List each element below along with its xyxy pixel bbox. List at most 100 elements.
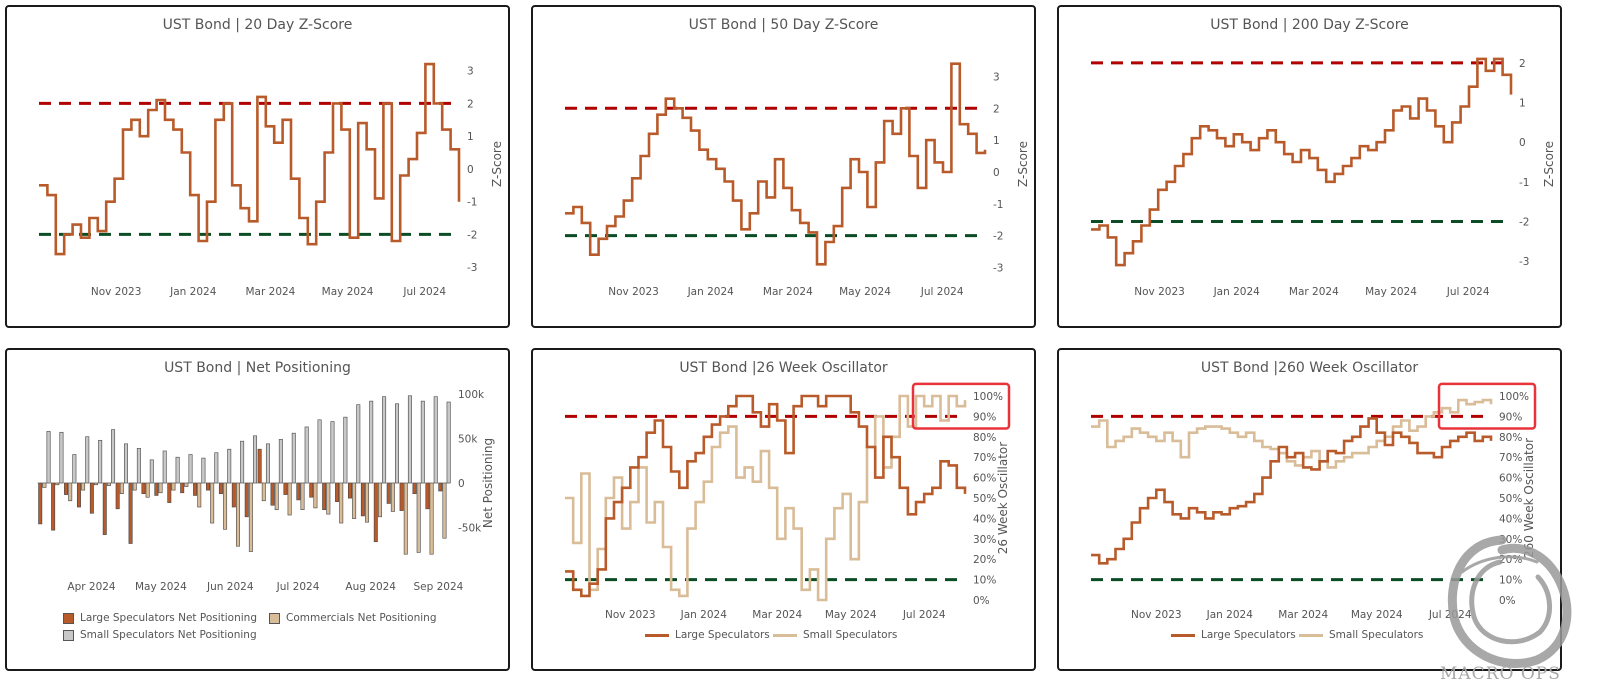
bar-large-speculators bbox=[360, 482, 365, 517]
x-tick-label: Mar 2024 bbox=[1278, 609, 1328, 621]
bar-large-speculators bbox=[296, 482, 301, 501]
y-tick-label: 90% bbox=[1499, 411, 1522, 423]
series-line-zscore bbox=[565, 62, 987, 266]
x-tick-label: Jan 2024 bbox=[687, 286, 735, 298]
y-tick-label: -1 bbox=[1519, 177, 1529, 189]
bar-large-speculators bbox=[154, 482, 159, 496]
x-tick-label: Jul 2024 bbox=[902, 609, 946, 621]
y-axis-title: Z-Score bbox=[490, 141, 504, 187]
bar-small-speculators bbox=[253, 435, 258, 484]
bar-commercials bbox=[106, 482, 111, 486]
macro-ops-logo bbox=[1447, 535, 1572, 668]
bar-small-speculators bbox=[446, 401, 451, 484]
bar-small-speculators bbox=[304, 426, 309, 484]
y-tick-label: 2 bbox=[1519, 58, 1526, 70]
bar-large-speculators bbox=[102, 482, 107, 535]
bar-commercials bbox=[119, 482, 124, 494]
bar-large-speculators bbox=[335, 482, 340, 502]
y-tick-label: 0 bbox=[993, 167, 1000, 179]
y-tick-label: -3 bbox=[1519, 256, 1529, 268]
x-tick-label: May 2024 bbox=[1365, 286, 1417, 298]
bar-small-speculators bbox=[175, 456, 180, 484]
series-line-small-speculators bbox=[565, 394, 967, 602]
bar-large-speculators bbox=[218, 482, 223, 494]
x-tick-label: Sep 2024 bbox=[414, 581, 464, 593]
x-tick-label: Mar 2024 bbox=[763, 286, 813, 298]
y-tick-label: 40% bbox=[1499, 513, 1522, 525]
x-tick-label: Apr 2024 bbox=[67, 581, 116, 593]
bar-large-speculators bbox=[283, 482, 288, 495]
legend-line bbox=[1171, 633, 1195, 637]
bar-large-speculators bbox=[270, 482, 275, 506]
legend-item-commercials[interactable]: Commercials Net Positioning bbox=[269, 612, 437, 624]
legend-item-small-speculators[interactable]: Small Speculators Net Positioning bbox=[63, 629, 257, 641]
bar-large-speculators bbox=[438, 482, 443, 492]
bar-commercials bbox=[248, 482, 253, 552]
y-tick-label: 30% bbox=[973, 534, 996, 546]
y-axis-title: 260 Week Oscillator bbox=[1522, 438, 1536, 558]
legend-line bbox=[773, 633, 797, 637]
bar-small-speculators bbox=[343, 416, 348, 484]
y-tick-label: 2 bbox=[993, 103, 1000, 115]
bar-commercials bbox=[429, 482, 434, 555]
y-axis-title: Z-Score bbox=[1016, 141, 1030, 187]
bar-commercials bbox=[145, 482, 150, 498]
y-tick-label: 0% bbox=[1499, 595, 1516, 607]
bar-large-speculators bbox=[425, 482, 430, 510]
bar-commercials bbox=[81, 482, 86, 491]
y-tick-label: 90% bbox=[973, 411, 996, 423]
y-tick-label: 100% bbox=[1499, 391, 1529, 403]
legend-label: Large Speculators bbox=[1201, 629, 1296, 641]
y-tick-label: 1 bbox=[993, 135, 1000, 147]
bar-large-speculators bbox=[373, 482, 378, 543]
y-tick-label: -2 bbox=[467, 229, 477, 241]
x-tick-label: Nov 2023 bbox=[608, 286, 659, 298]
series-line-large-speculators bbox=[1091, 417, 1493, 565]
legend-item-small-speculators[interactable]: Small Speculators bbox=[1299, 629, 1423, 641]
legend-label: Commercials Net Positioning bbox=[286, 612, 437, 624]
legend-swatch bbox=[63, 612, 74, 624]
y-tick-label: -2 bbox=[993, 231, 1003, 243]
y-tick-label: 0 bbox=[1519, 137, 1526, 149]
bar-commercials bbox=[55, 482, 60, 486]
y-tick-label: -50k bbox=[458, 523, 482, 535]
legend-item-large-speculators[interactable]: Large Speculators bbox=[645, 629, 770, 641]
bar-small-speculators bbox=[407, 395, 412, 484]
x-tick-label: Jul 2024 bbox=[276, 581, 320, 593]
legend-item-small-speculators[interactable]: Small Speculators bbox=[773, 629, 897, 641]
bar-commercials bbox=[132, 482, 137, 491]
bar-large-speculators bbox=[231, 482, 236, 508]
series-line-small-speculators bbox=[1091, 398, 1493, 469]
bar-small-speculators bbox=[356, 404, 361, 484]
bar-commercials bbox=[68, 482, 73, 502]
x-tick-label: May 2024 bbox=[825, 609, 877, 621]
bar-commercials bbox=[352, 482, 357, 519]
bar-commercials bbox=[326, 482, 331, 515]
bar-small-speculators bbox=[188, 454, 193, 484]
bar-commercials bbox=[300, 482, 305, 511]
legend-label: Small Speculators bbox=[803, 629, 898, 641]
x-tick-label: Nov 2023 bbox=[1131, 609, 1182, 621]
chart-panel-200-day-zscore: UST Bond | 200 Day Z-Score 2 1 0 -1 -2 -3 Z-Sc… bbox=[1057, 5, 1562, 328]
bar-small-speculators bbox=[98, 439, 103, 484]
x-tick-label: Aug 2024 bbox=[345, 581, 396, 593]
y-tick-label: 3 bbox=[467, 66, 474, 78]
legend-label: Small Speculators bbox=[1329, 629, 1424, 641]
x-tick-label: Mar 2024 bbox=[245, 286, 295, 298]
y-tick-label: 0 bbox=[467, 164, 474, 176]
y-tick-label: -1 bbox=[993, 199, 1003, 211]
x-tick-label: Jul 2024 bbox=[1446, 286, 1490, 298]
x-tick-label: Nov 2023 bbox=[1134, 286, 1185, 298]
bar-large-speculators bbox=[115, 482, 120, 510]
bar-small-speculators bbox=[111, 429, 116, 484]
bar-large-speculators bbox=[89, 482, 94, 514]
legend-item-large-speculators[interactable]: Large Speculators bbox=[1171, 629, 1296, 641]
y-tick-label: 60% bbox=[1499, 473, 1522, 485]
legend-swatch bbox=[269, 612, 280, 624]
legend-item-large-speculators[interactable]: Large Speculators Net Positioning bbox=[63, 612, 257, 624]
series-line-large-speculators bbox=[565, 394, 967, 598]
x-tick-label: May 2024 bbox=[322, 286, 374, 298]
bar-small-speculators bbox=[214, 452, 219, 484]
bar-commercials bbox=[313, 482, 318, 509]
chart-svg: 3 2 1 0 -1 -2 -3 Z-Score Nov 2023 Jan 2024 Mar 202… bbox=[39, 62, 504, 298]
